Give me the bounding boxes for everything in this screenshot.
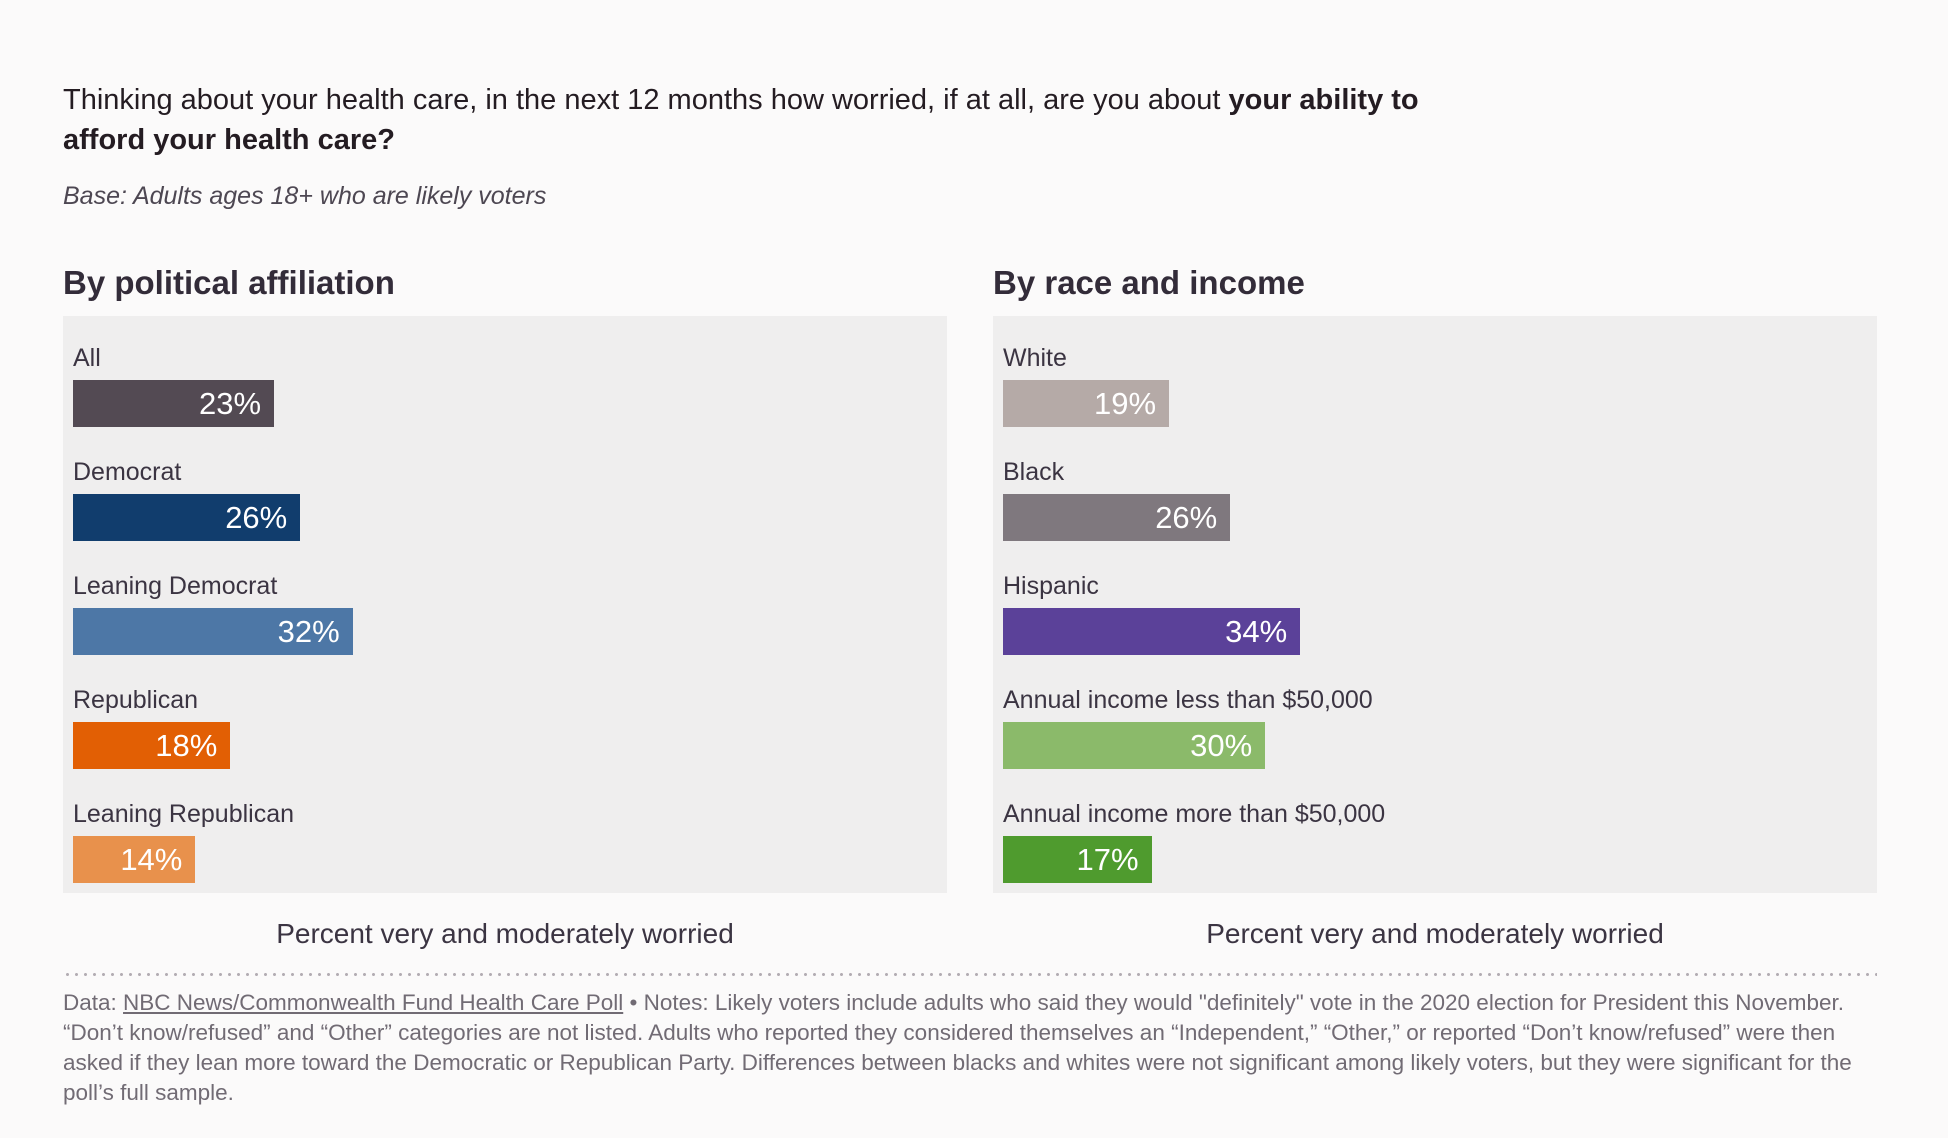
bar-category-label: Hispanic <box>1003 572 1099 600</box>
page-title-regular: Thinking about your health care, in the … <box>63 84 1229 116</box>
dotted-divider <box>63 973 1877 976</box>
bar-value-label: 17% <box>1076 841 1139 877</box>
bar-value-label: 19% <box>1094 385 1157 421</box>
bar-row: Leaning Republican 14% <box>73 798 947 883</box>
axis-caption-political: Percent very and moderately worried <box>276 918 734 949</box>
bar-category-label: Leaning Republican <box>73 800 295 828</box>
bar-value-label: 18% <box>155 727 218 763</box>
bar: 30% <box>1003 722 1266 769</box>
bar-row: Annual income more than $50,000 17% <box>1003 798 1877 883</box>
chart-panel-political: All 23% Democrat 26% Leaning Democrat 32% Repu… <box>63 316 947 893</box>
bar: 19% <box>1003 380 1170 427</box>
bar-row: Republican 18% <box>73 684 947 769</box>
bar: 26% <box>73 494 301 541</box>
page-content: Thinking about your health care, in the … <box>63 0 1877 1108</box>
bar-category-label: Black <box>1003 458 1065 486</box>
base-note: Base: Adults ages 18+ who are likely vot… <box>63 182 547 210</box>
footnote-data-prefix: Data: <box>63 990 124 1015</box>
bar-value-label: 32% <box>277 613 340 649</box>
bar-category-label: Republican <box>73 686 199 714</box>
page-title: Thinking about your health care, in the … <box>63 80 1463 160</box>
chart-header-political: By political affiliation <box>63 264 395 301</box>
bar-category-label: Annual income less than $50,000 <box>1003 686 1373 714</box>
bar-value-label: 14% <box>120 841 183 877</box>
bar: 14% <box>73 836 196 883</box>
bar-category-label: All <box>73 344 101 372</box>
bar-row: Democrat 26% <box>73 456 947 541</box>
source-link[interactable]: NBC News/Commonwealth Fund Health Care P… <box>123 990 624 1015</box>
bar-row: Annual income less than $50,000 30% <box>1003 684 1877 769</box>
bar-category-label: White <box>1003 344 1067 372</box>
footnote: Data: NBC News/Commonwealth Fund Health … <box>63 988 1877 1108</box>
axis-caption-race-income: Percent very and moderately worried <box>1206 918 1664 949</box>
chart-race-income: By race and income White 19% Black 26% Hispa… <box>993 262 1877 951</box>
footnote-notes: • Notes: Likely voters include adults wh… <box>63 990 1852 1105</box>
chart-header-race-income: By race and income <box>993 264 1305 301</box>
bar: 32% <box>73 608 353 655</box>
bar: 17% <box>1003 836 1152 883</box>
bar-category-label: Democrat <box>73 458 182 486</box>
bar-row: All 23% <box>73 342 947 427</box>
chart-political-affiliation: By political affiliation All 23% Democrat 2… <box>63 262 947 951</box>
bar-category-label: Leaning Democrat <box>73 572 278 600</box>
bar-value-label: 34% <box>1225 613 1288 649</box>
bar-row: Hispanic 34% <box>1003 570 1877 655</box>
bar-value-label: 23% <box>198 385 262 421</box>
bar-row: Leaning Democrat 32% <box>73 570 947 655</box>
bar: 18% <box>73 722 231 769</box>
bar: 23% <box>73 380 275 427</box>
bar-value-label: 26% <box>1155 499 1218 535</box>
bar-category-label: Annual income more than $50,000 <box>1003 800 1386 828</box>
charts-row: By political affiliation All 23% Democrat 2… <box>63 262 1877 951</box>
bar-row: White 19% <box>1003 342 1877 427</box>
bar: 34% <box>1003 608 1301 655</box>
bar-value-label: 30% <box>1190 727 1253 763</box>
chart-panel-race-income: White 19% Black 26% Hispanic 34% Annual income… <box>993 316 1877 893</box>
bar-value-label: 26% <box>225 499 288 535</box>
page-title-bold: your ability to afford your health care? <box>63 84 1419 156</box>
bar-row: Black 26% <box>1003 456 1877 541</box>
bar: 26% <box>1003 494 1231 541</box>
